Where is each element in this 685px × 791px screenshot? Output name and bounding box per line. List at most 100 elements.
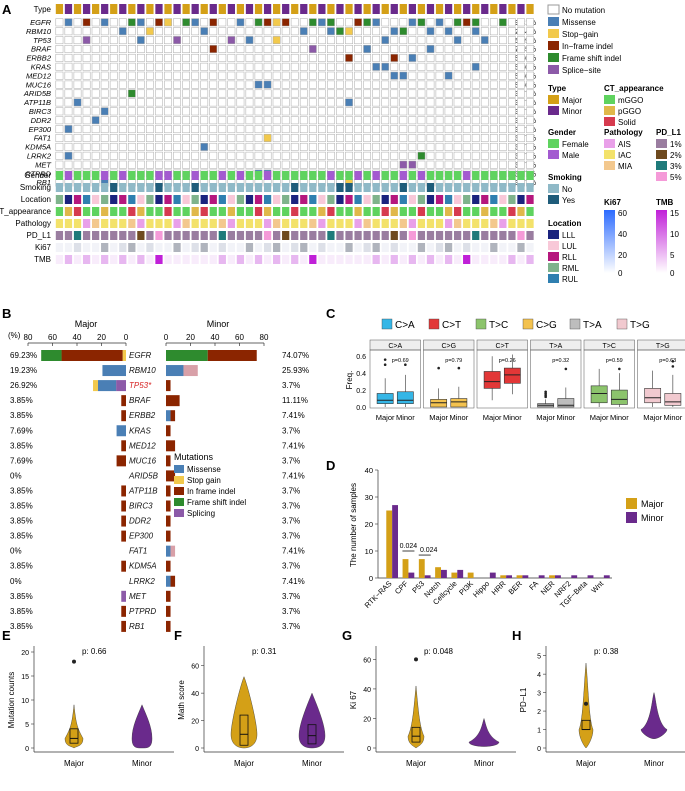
mut-cell-kdm5a: [183, 143, 190, 150]
clin-gender-cell: [65, 171, 72, 180]
mut-cell-rbm10: [490, 28, 497, 35]
mut-cell-braf: [508, 45, 515, 52]
c-xtick: Minor: [610, 413, 629, 422]
mut-cell-ddr2: [526, 117, 533, 124]
mut-cell-birc3: [418, 108, 425, 115]
mut-cell-fat1: [508, 134, 515, 141]
clin-pdl1-cell: [445, 231, 452, 240]
clin-smoking-cell: [327, 183, 334, 192]
mut-cell-arid5b: [400, 90, 407, 97]
clin-smoking-cell: [146, 183, 153, 192]
mut-cell-med12: [273, 72, 280, 79]
violin-xtick-label: Minor: [132, 759, 152, 768]
d-ytick-label: 30: [365, 493, 373, 502]
b-major-pct-ddr2: 3.85%: [10, 517, 33, 526]
clin-ct-cell: [282, 207, 289, 216]
mut-cell-ddr2: [454, 117, 461, 124]
mut-cell-braf: [92, 45, 99, 52]
clin-pdl1-cell: [282, 231, 289, 240]
mut-cell-ep300: [436, 125, 443, 132]
mut-cell-met: [490, 161, 497, 168]
legend-loc-rml: RML: [562, 264, 579, 273]
mut-cell-kdm5a: [382, 143, 389, 150]
clin-gender-cell: [183, 171, 190, 180]
mut-cell-met: [463, 161, 470, 168]
violin-outlier: [414, 657, 418, 661]
mut-cell-braf: [481, 45, 488, 52]
mut-cell-birc3: [83, 108, 90, 115]
mut-cell-birc3: [228, 108, 235, 115]
mut-cell-lrrk2: [291, 152, 298, 159]
d-sig-label: 0.024: [420, 547, 438, 554]
clin-pdl1-cell: [409, 231, 416, 240]
clin-ct-cell: [472, 207, 479, 216]
b-minor-bar-fat1: [171, 546, 176, 557]
b-minor-tick-label: 0: [164, 333, 169, 342]
mut-cell-kdm5a: [490, 143, 497, 150]
clin-ki67-cell: [146, 243, 153, 252]
clin-location-cell: [517, 195, 524, 204]
type-cell: [517, 4, 524, 14]
mut-cell-kras: [56, 63, 63, 70]
mut-cell-atp11b: [119, 99, 126, 106]
clin-path-cell: [508, 219, 515, 228]
legend-loc-rul: RUL: [562, 275, 579, 284]
mut-cell-ddr2: [309, 117, 316, 124]
panel-label-a: A: [2, 2, 12, 17]
clin-location-cell: [481, 195, 488, 204]
mut-cell-rbm10: [508, 28, 515, 35]
mut-cell-rbm10: [101, 28, 108, 35]
mut-cell-atp11b: [83, 99, 90, 106]
b-gene-label-braf: BRAF: [129, 396, 151, 405]
mut-cell-tp53: [526, 36, 533, 43]
d-xtick-label: BER: [507, 579, 525, 597]
clin-path-cell: [345, 219, 352, 228]
mut-cell-tp53: [463, 36, 470, 43]
d-bar-minor: [490, 573, 496, 578]
mut-cell-ddr2: [237, 117, 244, 124]
mut-cell-kras: [391, 63, 398, 70]
mut-cell-med12: [364, 72, 371, 79]
mut-cell-ddr2: [228, 117, 235, 124]
mut-cell-tp53: [517, 36, 524, 43]
legend-tmb-tick-5: 5: [670, 251, 675, 260]
mut-cell-med12: [463, 72, 470, 79]
mut-cell-atp11b: [526, 99, 533, 106]
c-xtick: Minor: [449, 413, 468, 422]
mut-cell-tp53: [318, 36, 325, 43]
clin-smoking-cell: [517, 183, 524, 192]
mut-cell-ep300: [74, 125, 81, 132]
mut-cell-ep300: [318, 125, 325, 132]
violin-pvalue: p: 0.38: [594, 647, 619, 656]
b-major-pct-lrrk2: 0%: [10, 577, 22, 586]
mut-cell-fat1: [264, 134, 271, 141]
mut-cell-egfr: [309, 19, 316, 26]
b-gene-label-tp53: TP53*: [129, 381, 152, 390]
clin-tmb-cell: [183, 255, 190, 264]
clin-location-cell: [219, 195, 226, 204]
mut-cell-egfr: [74, 19, 81, 26]
d-bar-minor: [522, 575, 528, 578]
clin-pdl1-cell: [391, 231, 398, 240]
clin-tmb-cell: [110, 255, 117, 264]
clin-pdl1-cell: [264, 231, 271, 240]
b-major-pct-kras: 7.69%: [10, 426, 33, 435]
clin-ct-cell: [291, 207, 298, 216]
mut-cell-kras: [364, 63, 371, 70]
mut-cell-tp53: [219, 36, 226, 43]
legend-pd-1: 1%: [670, 140, 682, 149]
b-major-bar-ptprd: [121, 606, 126, 617]
mut-cell-muc16: [318, 81, 325, 88]
mut-cell-ep300: [255, 125, 262, 132]
mut-cell-muc16: [137, 81, 144, 88]
mut-cell-birc3: [517, 108, 524, 115]
mut-cell-erbb2: [490, 54, 497, 61]
b-gene-label-atp11b: ATP11B: [128, 486, 158, 495]
mut-cell-tp53: [101, 36, 108, 43]
mut-cell-birc3: [481, 108, 488, 115]
type-cell: [155, 4, 162, 14]
violin-xtick-label: Major: [576, 759, 596, 768]
type-cell: [255, 4, 262, 14]
c-box: [591, 386, 607, 403]
